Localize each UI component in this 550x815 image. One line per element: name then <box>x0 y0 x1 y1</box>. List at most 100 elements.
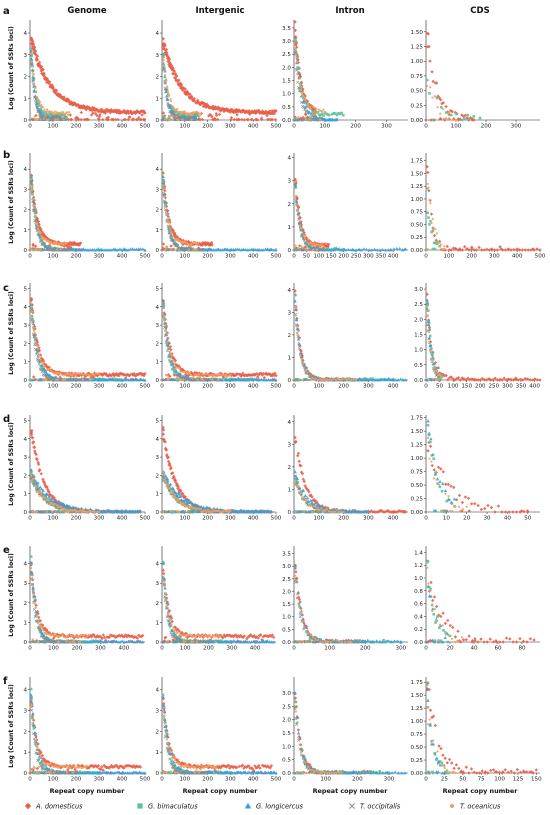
x-tick-label: 300 <box>94 254 105 260</box>
data-point <box>34 97 38 101</box>
row-label-a: a <box>3 6 10 17</box>
data-point <box>426 314 430 317</box>
data-point <box>336 378 340 381</box>
data-point <box>141 247 145 251</box>
data-point <box>167 116 171 120</box>
data-point <box>429 86 432 89</box>
data-point <box>162 191 166 195</box>
data-point <box>307 238 310 241</box>
y-tick-label: 1.00 <box>411 59 424 65</box>
data-point <box>87 106 92 110</box>
data-point <box>29 57 34 61</box>
data-point <box>47 118 50 121</box>
y-axis-label-b: Log (Count of SSRs loci) <box>8 160 15 244</box>
data-point <box>272 112 277 116</box>
data-point <box>90 105 95 110</box>
data-point <box>172 240 176 244</box>
data-point <box>265 113 269 118</box>
data-point <box>427 378 430 382</box>
x-axis-label-intergenic: Repeat copy number <box>183 787 259 795</box>
x-tick-label: 300 <box>381 124 392 130</box>
data-point <box>180 112 183 115</box>
data-point <box>295 56 299 59</box>
data-point <box>340 111 343 115</box>
data-point <box>181 113 184 116</box>
data-point <box>75 116 80 120</box>
data-point <box>302 105 306 109</box>
data-point <box>431 118 435 122</box>
series-3 <box>425 307 442 381</box>
data-point <box>39 107 43 111</box>
y-axis-label-f: Log (Count of SSRs loci) <box>8 684 15 768</box>
data-point <box>64 248 68 252</box>
data-point <box>436 378 439 381</box>
data-point <box>184 115 188 119</box>
data-point <box>309 118 312 121</box>
data-point <box>167 346 171 349</box>
data-point <box>29 49 33 53</box>
data-point <box>341 113 345 117</box>
data-point <box>503 248 508 252</box>
data-point <box>246 117 250 122</box>
data-point <box>208 243 213 247</box>
data-point <box>467 117 470 121</box>
data-point <box>170 99 173 103</box>
data-point <box>169 227 172 230</box>
data-point <box>438 98 443 102</box>
data-point <box>456 117 461 121</box>
y-tick-label: 0.25 <box>411 103 424 109</box>
data-point <box>298 214 301 217</box>
data-point <box>161 118 165 122</box>
data-point <box>37 248 40 251</box>
series-1 <box>293 293 395 382</box>
y-tick-label: 0 <box>155 248 159 254</box>
data-point <box>184 248 188 252</box>
data-point <box>42 72 46 77</box>
x-tick-label: 400 <box>529 384 540 390</box>
data-point <box>31 42 36 46</box>
data-point <box>318 113 321 117</box>
data-point <box>34 248 38 251</box>
data-point <box>301 362 305 366</box>
data-point <box>97 109 101 114</box>
data-point <box>41 114 45 118</box>
data-point <box>297 75 301 79</box>
data-point <box>172 235 175 238</box>
data-point <box>43 108 46 111</box>
series-3 <box>293 304 346 382</box>
data-point <box>523 248 527 252</box>
series-2 <box>29 468 143 514</box>
data-point <box>164 324 167 327</box>
data-point <box>43 364 46 368</box>
data-point <box>52 112 55 115</box>
data-point <box>74 510 77 513</box>
data-point <box>312 106 315 109</box>
data-point <box>167 221 171 224</box>
y-tick-label: 2.0 <box>282 65 291 71</box>
data-point <box>36 96 39 99</box>
data-point <box>435 96 439 100</box>
data-point <box>93 373 96 377</box>
data-point <box>30 190 34 195</box>
data-point <box>176 243 180 247</box>
data-point <box>42 362 45 365</box>
data-point <box>438 117 442 121</box>
data-point <box>165 80 168 83</box>
data-point <box>314 109 317 113</box>
data-point <box>91 111 95 115</box>
data-point <box>304 118 308 121</box>
data-point <box>162 114 167 118</box>
data-point <box>441 247 444 251</box>
x-tick-label: 0 <box>28 516 32 522</box>
x-tick-label: 500 <box>140 254 151 260</box>
x-tick-label: 500 <box>271 124 282 130</box>
data-point <box>161 52 165 56</box>
data-point <box>198 374 201 377</box>
data-point <box>32 445 37 449</box>
data-point <box>30 63 34 67</box>
x-tick-label: 0 <box>28 124 32 130</box>
data-point <box>65 97 70 101</box>
data-point <box>209 240 214 245</box>
data-point <box>139 247 143 251</box>
